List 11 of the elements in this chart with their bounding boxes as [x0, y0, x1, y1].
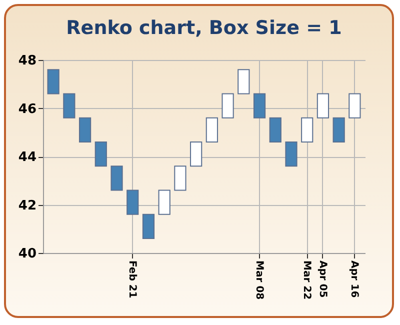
x-tick-label: Mar 08 [254, 260, 265, 300]
y-tick-label: 48 [18, 54, 36, 68]
y-tick-label: 44 [18, 150, 36, 165]
chart-title: Renko chart, Box Size = 1 [66, 17, 342, 39]
x-tick-label: Mar 22 [301, 260, 312, 300]
x-tick-label: Apr 05 [316, 260, 328, 298]
x-tick-label: Feb 21 [126, 260, 138, 298]
y-tick-label: 46 [18, 102, 36, 117]
y-tick-label: 42 [18, 198, 36, 214]
x-tick-label: Apr 16 [348, 260, 360, 298]
y-tick-label: 40 [18, 246, 36, 262]
